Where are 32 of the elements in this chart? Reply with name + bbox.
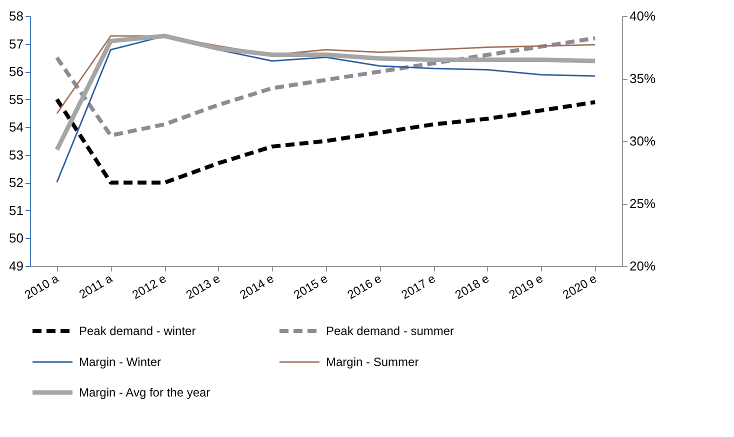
x-tick-label: 2010 a: [22, 271, 62, 302]
y-tick-label: 52: [9, 175, 24, 190]
y-tick-label: 55: [9, 92, 24, 107]
y-tick-label: 57: [9, 36, 24, 52]
x-tick-label: 2019 e: [506, 271, 546, 302]
x-tick-label: 2020 e: [560, 271, 600, 302]
x-tick-label: 2016 e: [345, 271, 384, 302]
y2-tick-label: 20%: [630, 258, 656, 274]
y-tick-label: 53: [9, 147, 24, 162]
x-tick-label: 2013 e: [184, 271, 223, 302]
x-tick-label: 2014 e: [237, 271, 276, 302]
legend-label: Margin - Avg for the year: [79, 386, 210, 400]
y-tick-label: 49: [9, 258, 24, 274]
x-tick-label: 2017 e: [398, 271, 438, 302]
y-tick-label: 58: [9, 8, 24, 24]
x-tick-label: 2011 a: [76, 271, 116, 302]
x-tick-label: 2018 e: [452, 271, 492, 302]
y-tick-label: 50: [9, 230, 24, 246]
y2-tick-label: 30%: [630, 134, 656, 148]
y2-tick-label: 35%: [630, 71, 656, 86]
y2-tick-label: 40%: [630, 8, 656, 24]
legend-label: Margin - Summer: [326, 355, 419, 369]
y-tick-label: 56: [9, 64, 24, 80]
legend-label: Peak demand - summer: [326, 324, 454, 338]
legend-label: Peak demand - winter: [79, 324, 196, 338]
y2-tick-label: 25%: [630, 196, 656, 211]
y-tick-label: 51: [9, 202, 24, 218]
line-series: [54, 97, 598, 185]
x-tick-label: 2012 e: [130, 271, 169, 302]
x-tick-label: 2015 e: [291, 271, 330, 302]
y-tick-label: 54: [9, 120, 24, 135]
legend-label: Margin - Winter: [79, 355, 162, 369]
